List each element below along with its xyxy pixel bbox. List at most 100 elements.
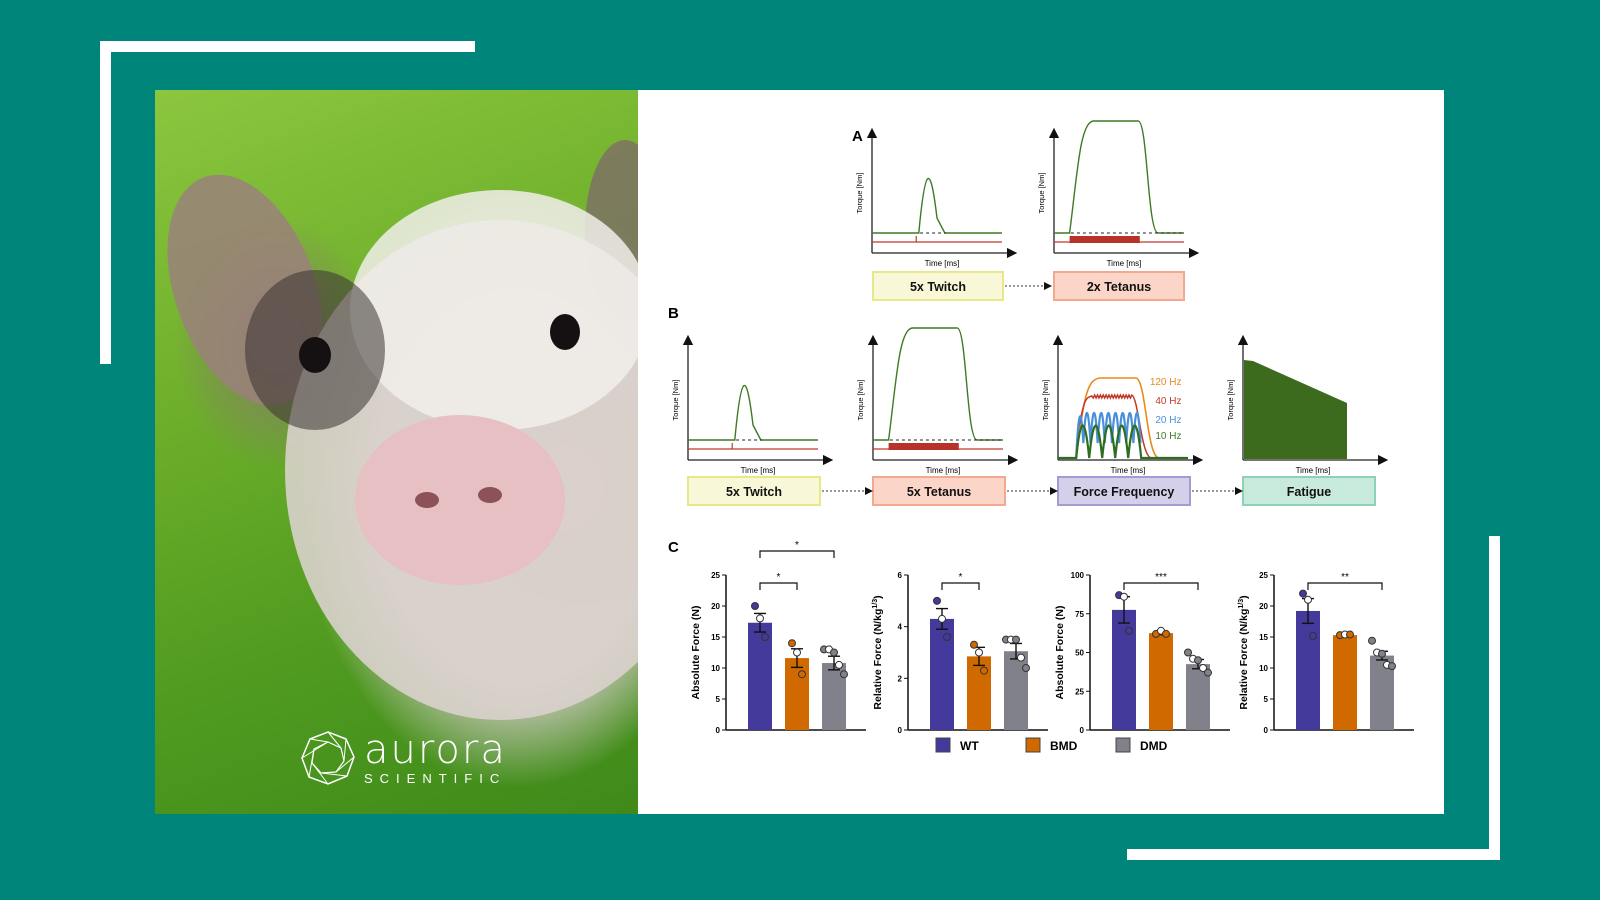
y-axis-label: Torque [Nm] <box>1037 173 1046 214</box>
stimulus-train <box>888 443 959 450</box>
data-point <box>938 614 946 623</box>
y-tick-label: 0 <box>716 726 721 735</box>
stimulus-train <box>1069 236 1140 243</box>
legend-swatch-dmd <box>1115 737 1131 753</box>
data-point <box>1017 653 1025 662</box>
step-twitch-box <box>687 476 821 506</box>
data-point <box>793 648 801 657</box>
y-tick-label: 20 <box>1259 602 1268 611</box>
data-point <box>970 640 978 649</box>
legend-swatch-wt <box>935 737 951 753</box>
significance-label: * <box>795 540 799 551</box>
bar-wt <box>748 622 772 730</box>
data-point <box>1304 595 1312 604</box>
y-tick-label: 25 <box>711 571 720 580</box>
y-axis-label: Absolute Force (N) <box>690 606 702 700</box>
y-tick-label: 100 <box>1071 571 1085 580</box>
y-tick-label: 10 <box>1259 664 1268 673</box>
data-point <box>1346 630 1354 639</box>
tetanus-trace <box>1054 120 1184 234</box>
data-point <box>761 633 769 641</box>
significance-label: ** <box>1341 572 1349 583</box>
bar-chart-3: 0 25 50 75 100 Absolute Force (N) *** <box>1054 571 1230 735</box>
data-point <box>1125 626 1133 635</box>
y-tick-label: 25 <box>1259 571 1268 580</box>
data-point <box>1184 648 1192 657</box>
twitch-trace <box>688 384 818 441</box>
legend-label-dmd: DMD <box>1140 739 1168 753</box>
y-tick-label: 5 <box>1264 695 1269 704</box>
y-tick-label: 0 <box>1264 726 1269 735</box>
significance-bracket <box>941 582 980 590</box>
x-axis-label: Time [ms] <box>1107 259 1142 268</box>
step-tetanus-box <box>872 476 1006 506</box>
data-point <box>1022 664 1030 672</box>
data-point <box>1378 649 1386 658</box>
data-point <box>798 670 806 679</box>
x-axis-label: Time [ms] <box>925 259 960 268</box>
y-tick-label: 4 <box>898 623 903 632</box>
y-tick-label: 0 <box>898 726 903 735</box>
pig-photo <box>155 90 638 814</box>
data-point <box>840 670 848 679</box>
data-point <box>1309 631 1317 640</box>
superscript: 1/3 <box>872 599 879 609</box>
panel-label-a: A <box>852 128 863 145</box>
frequency-label: 10 Hz <box>1155 431 1181 442</box>
data-point <box>1368 636 1376 645</box>
superscript: 1/3 <box>1238 599 1245 609</box>
significance-label: * <box>959 572 963 583</box>
step-twitch-label: 5x Twitch <box>910 280 966 294</box>
y-axis-label: Torque [Nm] <box>855 173 864 214</box>
y-tick-label: 10 <box>711 664 720 673</box>
data-point <box>943 633 951 641</box>
bar-bmd <box>785 658 809 730</box>
panel-b: Torque [Nm] Time [ms] Torque [Nm] Time [ms]… <box>671 327 1389 506</box>
step-force-frequency-label: Force Frequency <box>1074 485 1175 499</box>
data-point <box>835 660 843 669</box>
paren: ) <box>1238 595 1250 599</box>
data-point <box>980 666 988 675</box>
bar-dmd <box>1004 651 1028 730</box>
figure-svg: A B C Torque [Nm] Time [ms] Torque [Nm] Tim… <box>668 120 1414 753</box>
bar-bmd <box>1333 635 1357 730</box>
trace-20hz <box>1075 411 1142 459</box>
data-point <box>830 648 838 657</box>
step-fatigue-box <box>1242 476 1376 506</box>
y-axis-label: Torque [Nm] <box>1041 380 1050 421</box>
trace-40hz <box>1076 393 1152 459</box>
y-axis-label: Absolute Force (N) <box>1054 606 1066 700</box>
step-tetanus-box <box>1053 271 1185 301</box>
frame-corner-bottom-right-vertical <box>1489 536 1500 860</box>
bar-bmd <box>1149 633 1173 730</box>
x-axis-label: Time [ms] <box>926 466 961 475</box>
x-axis-label: Time [ms] <box>1111 466 1146 475</box>
bar-wt <box>1112 609 1136 730</box>
brand-logo: aurora SCIENTIFIC <box>300 730 507 786</box>
step-tetanus-label: 2x Tetanus <box>1087 280 1151 294</box>
y-axis-label: Torque [Nm] <box>671 380 680 421</box>
significance-bracket <box>759 550 835 558</box>
x-axis-label: Time [ms] <box>741 466 776 475</box>
step-twitch-box <box>872 271 1004 301</box>
legend-swatch-bmd <box>1025 737 1041 753</box>
y-tick-label: 2 <box>898 674 903 683</box>
legend-label-bmd: BMD <box>1050 739 1078 753</box>
trace-10hz <box>1058 424 1188 460</box>
x-axis-label: Time [ms] <box>1296 466 1331 475</box>
y-axis-label: Torque [Nm] <box>856 380 865 421</box>
y-tick-label: 6 <box>898 571 903 580</box>
bar-bmd <box>967 656 991 730</box>
data-point <box>1388 662 1396 671</box>
data-point <box>756 614 764 623</box>
step-fatigue-label: Fatigue <box>1287 485 1331 499</box>
y-tick-label: 75 <box>1075 610 1084 619</box>
y-tick-label: 20 <box>711 602 720 611</box>
y-tick-label: 0 <box>1080 726 1085 735</box>
figure-panel: A B C Torque [Nm] Time [ms] Torque [Nm] Tim… <box>638 90 1444 814</box>
frame-corner-top-left-vertical <box>100 41 111 364</box>
gem-logo-icon <box>301 731 355 785</box>
y-axis-label: Relative Force (N/kg1/3) <box>1238 595 1250 709</box>
bar-wt <box>1296 610 1320 730</box>
brand-tagline: SCIENTIFIC <box>364 770 507 786</box>
